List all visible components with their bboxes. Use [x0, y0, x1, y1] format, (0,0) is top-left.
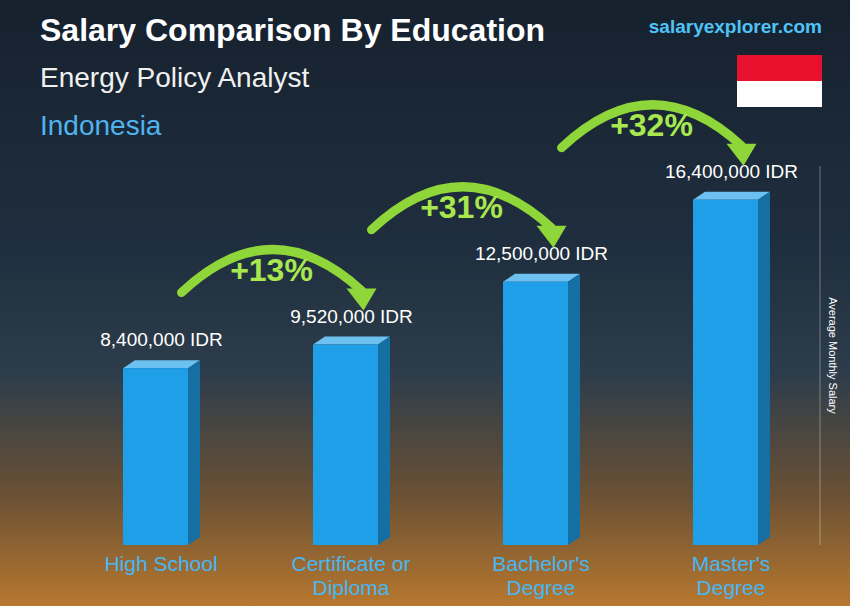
svg-text:Certificate or: Certificate or: [291, 552, 410, 575]
html-text:Indonesia: Indonesia: [40, 110, 162, 141]
svg-text:High School: High School: [104, 552, 217, 575]
html-text:Salary Comparison By Education: Salary Comparison By Education: [40, 12, 545, 48]
html-text:salaryexplorer.com: salaryexplorer.com: [648, 16, 822, 37]
svg-text:+31%: +31%: [420, 189, 503, 225]
svg-text:Degree: Degree: [697, 576, 766, 599]
svg-text:Average Monthly Salary: Average Monthly Salary: [827, 297, 839, 414]
svg-text:+13%: +13%: [230, 252, 313, 288]
svg-text:Master's: Master's: [692, 552, 771, 575]
svg-text:Bachelor's: Bachelor's: [492, 552, 589, 575]
svg-text:Degree: Degree: [507, 576, 576, 599]
svg-text:Diploma: Diploma: [312, 576, 389, 599]
svg-text:12,500,000 IDR: 12,500,000 IDR: [475, 243, 608, 264]
svg-text:8,400,000 IDR: 8,400,000 IDR: [100, 329, 223, 350]
svg-text:16,400,000 IDR: 16,400,000 IDR: [665, 161, 798, 182]
svg-text:9,520,000 IDR: 9,520,000 IDR: [290, 306, 413, 327]
html-text:Energy Policy Analyst: Energy Policy Analyst: [40, 62, 310, 93]
svg-text:+32%: +32%: [610, 107, 693, 143]
